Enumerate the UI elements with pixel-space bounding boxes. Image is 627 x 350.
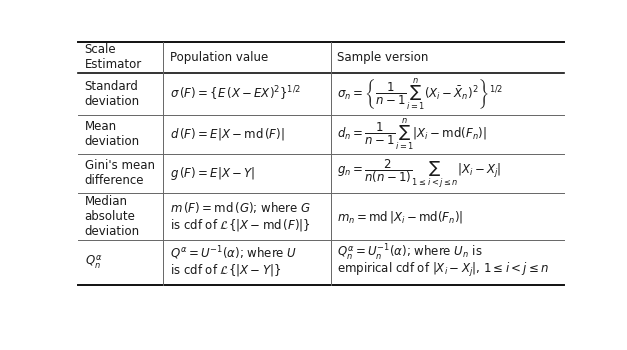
Text: is cdf of $\mathcal{L}\{|X-Y|\}$: is cdf of $\mathcal{L}\{|X-Y|\}$ (170, 262, 281, 278)
Text: Scale
Estimator: Scale Estimator (85, 43, 142, 71)
Text: $d_n=\dfrac{1}{n-1}\sum_{i=1}^{n}|X_i-\mathrm{md}(F_n)|$: $d_n=\dfrac{1}{n-1}\sum_{i=1}^{n}|X_i-\m… (337, 117, 487, 152)
Text: Mean
deviation: Mean deviation (85, 120, 140, 148)
Text: $\sigma\,(F)=\{E\,(X-EX)^2\}^{1/2}$: $\sigma\,(F)=\{E\,(X-EX)^2\}^{1/2}$ (170, 85, 301, 103)
Text: $m_n=\mathrm{md}\,|X_i-\mathrm{md}(F_n)|$: $m_n=\mathrm{md}\,|X_i-\mathrm{md}(F_n)|… (337, 209, 463, 224)
Text: $g\,(F)=E|X-Y|$: $g\,(F)=E|X-Y|$ (170, 165, 255, 182)
Text: $m\,(F)=\mathrm{md}\,(G)$; where $G$: $m\,(F)=\mathrm{md}\,(G)$; where $G$ (170, 199, 311, 215)
Text: Population value: Population value (170, 51, 268, 64)
Text: is cdf of $\mathcal{L}\{|X-\mathrm{md}\,(F)|\}$: is cdf of $\mathcal{L}\{|X-\mathrm{md}\,… (170, 217, 310, 233)
Text: $d\,(F)=E|X-\mathrm{md}\,(F)|$: $d\,(F)=E|X-\mathrm{md}\,(F)|$ (170, 126, 285, 142)
Text: $g_n=\dfrac{2}{n(n-1)}\sum_{1\leq i<j\leq n}|X_i-X_j|$: $g_n=\dfrac{2}{n(n-1)}\sum_{1\leq i<j\le… (337, 157, 502, 190)
Text: Standard
deviation: Standard deviation (85, 80, 140, 108)
Text: $Q_n^\alpha=U_n^{-1}(\alpha)$; where $U_n$ is: $Q_n^\alpha=U_n^{-1}(\alpha)$; where $U_… (337, 243, 483, 264)
Text: $\sigma_n=\left\{\dfrac{1}{n-1}\sum_{i=1}^{n}(X_i-\bar{X}_n)^2\right\}^{1/2}$: $\sigma_n=\left\{\dfrac{1}{n-1}\sum_{i=1… (337, 76, 503, 112)
Text: $Q^\alpha=U^{-1}(\alpha)$; where $U$: $Q^\alpha=U^{-1}(\alpha)$; where $U$ (170, 245, 297, 262)
Text: Sample version: Sample version (337, 51, 429, 64)
Text: Gini's mean
difference: Gini's mean difference (85, 159, 155, 187)
Text: empirical cdf of $|X_i-X_j|$, $1\leq i<j\leq n$: empirical cdf of $|X_i-X_j|$, $1\leq i<j… (337, 261, 549, 279)
Text: Median
absolute
deviation: Median absolute deviation (85, 195, 140, 238)
Text: $Q_n^\alpha$: $Q_n^\alpha$ (85, 253, 102, 271)
